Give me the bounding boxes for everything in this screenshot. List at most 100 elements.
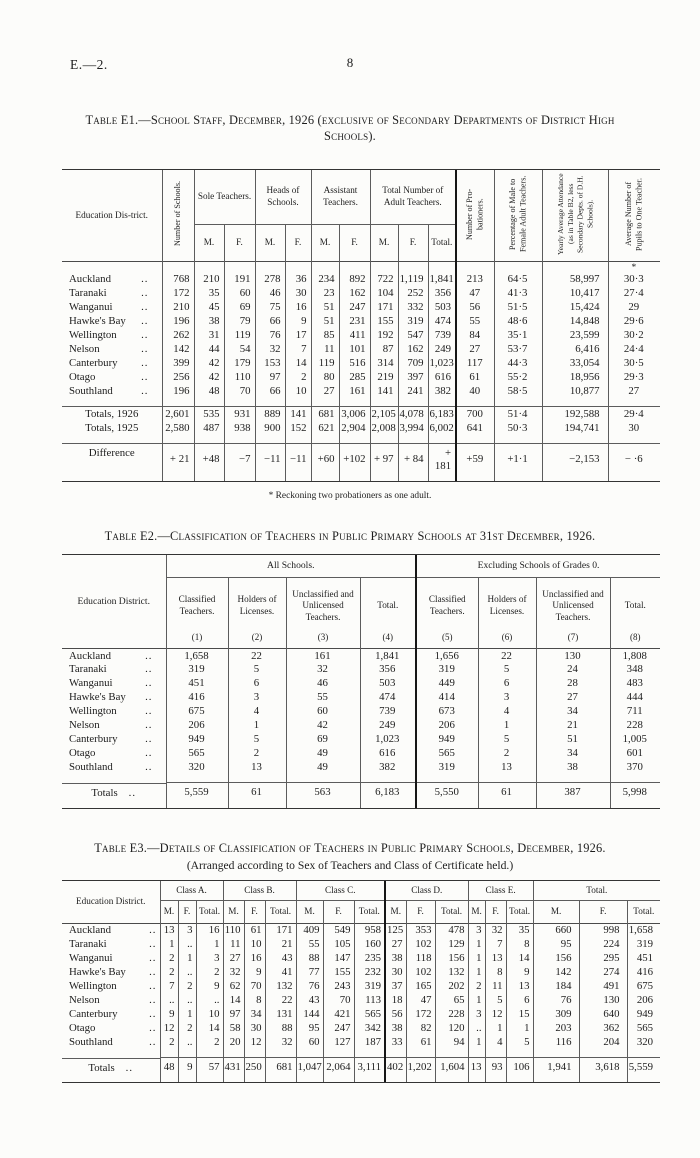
cell: 449: [415, 676, 479, 691]
col-group-total: Total.: [532, 880, 661, 901]
cell: 2,064: [322, 1057, 355, 1083]
cell: 12: [243, 1035, 266, 1058]
cell: 44: [193, 342, 224, 357]
cell: 278: [254, 272, 285, 287]
cell: 1,841: [427, 272, 458, 287]
cell: 24·4: [607, 342, 661, 357]
cell: [455, 261, 495, 273]
table-row: Southland.. 196 48 70 66 10 27 161 141 241 382 40 58…: [62, 384, 661, 407]
cell: 11: [310, 342, 340, 357]
cell: 196: [161, 314, 194, 329]
cell: 262: [161, 328, 194, 343]
cell: 51: [535, 732, 611, 747]
cell: 892: [338, 272, 371, 287]
cell: 1,023: [359, 732, 418, 747]
table-e3-body: Auckland.. 13 3 16 110 61 171 409 549 958 125 353 47…: [62, 923, 661, 1083]
row-label: Canterbury..: [62, 356, 162, 370]
cell: 2: [159, 951, 178, 966]
district-name: Taranaki: [69, 287, 107, 300]
cell: 402: [384, 1057, 407, 1083]
district-name: Otago: [69, 370, 96, 383]
cell: 43: [295, 993, 324, 1008]
col-header-number-of-schools: Number of Schools.: [161, 169, 194, 262]
col-header-c-total: Total.: [353, 900, 386, 924]
col-header-b-m: M.: [222, 900, 245, 924]
district-name: Hawke's Bay: [69, 691, 126, 704]
cell: 119: [223, 328, 255, 343]
cell: 58,997: [541, 272, 609, 287]
district-name: Auckland: [69, 924, 111, 937]
cell: 51·5: [493, 300, 543, 315]
cell: 3,111: [353, 1057, 387, 1083]
col-header-total-m: M.: [532, 900, 580, 924]
cell: 161: [285, 648, 360, 663]
table-e3-header: Education District. Class A. Class B. Cl…: [62, 880, 661, 924]
cell: 382: [427, 384, 458, 407]
leader-dots: ..: [149, 1022, 157, 1035]
cell: 3,994: [397, 421, 429, 444]
cell: 2,008: [369, 421, 399, 444]
cell: 62: [222, 979, 245, 994]
district-name: Canterbury: [69, 1008, 118, 1021]
cell: 1,604: [434, 1057, 469, 1083]
cell: 416: [626, 965, 661, 980]
cell: 34: [535, 746, 611, 761]
cell: [310, 261, 340, 273]
col-header-classified-5: Classified Teachers. (5): [415, 577, 479, 649]
row-label: Auckland..: [62, 649, 166, 663]
leader-dots: ..: [149, 952, 157, 965]
cell: 1: [467, 993, 486, 1008]
cell: 56: [384, 1007, 407, 1022]
cell: 16: [284, 300, 312, 315]
cell: 10,417: [541, 286, 609, 301]
cell: 53·7: [493, 342, 543, 357]
table-e3-title: Table E3.—Details of Classification of T…: [94, 840, 606, 855]
cell: [193, 261, 224, 273]
table-row: Nelson.. 206 1 42 249 206 1 21 228: [62, 718, 661, 733]
cell: *: [607, 261, 661, 273]
row-label: Taranaki..: [62, 287, 162, 301]
cell: 416: [165, 690, 228, 705]
leader-dots: ..: [149, 1036, 157, 1049]
col-group-assistant-teachers: Assistant Teachers.: [310, 169, 371, 225]
row-label: Canterbury..: [62, 733, 166, 747]
cell: 27: [384, 937, 407, 952]
cell: 247: [322, 1021, 355, 1036]
cell: 565: [165, 746, 228, 761]
cell: 42: [193, 370, 224, 385]
col-header-a-total: Total.: [195, 900, 224, 924]
cell: 949: [415, 732, 479, 747]
cell: 119: [310, 356, 340, 371]
cell: 516: [338, 356, 371, 371]
leader-dots: ..: [141, 287, 149, 300]
document-reference: E.—2.: [70, 57, 108, 72]
cell: 105: [322, 937, 355, 952]
cell: 34: [243, 1007, 266, 1022]
cell: 38: [535, 760, 611, 783]
cell: 2,105: [369, 405, 399, 422]
row-label: Wellington..: [62, 705, 166, 719]
cell: 549: [322, 923, 355, 938]
col-header-total-f: F.: [578, 900, 628, 924]
table-row: Auckland.. 13 3 16 110 61 171 409 549 958 125 353 47…: [62, 923, 661, 938]
cell: 33: [384, 1035, 407, 1058]
col-header-total-total: Total.: [427, 224, 457, 262]
col-header-yearly-average-attendance: Yearly Average Attendance (as in Table B…: [541, 169, 609, 262]
cell: 162: [397, 342, 429, 357]
leader-dots: ..: [145, 761, 153, 774]
cell: ..: [177, 1035, 196, 1058]
col-header-b-total: Total.: [264, 900, 297, 924]
cell: 141: [369, 384, 399, 407]
cell: 739: [359, 704, 418, 719]
cell: 46: [254, 286, 285, 301]
cell: 1: [227, 718, 286, 733]
table-row: Taranaki.. 319 5 32 356 319 5 24 348: [62, 662, 661, 677]
row-label: Totals, 1925: [62, 421, 162, 442]
cell: 1: [467, 951, 486, 966]
cell: 1: [177, 951, 196, 966]
cell: 44·3: [493, 356, 543, 371]
cell: 213: [455, 272, 495, 287]
cell: 40: [455, 384, 495, 407]
cell: 8: [243, 993, 266, 1008]
table-e3-wrap: Education District. Class A. Class B. Cl…: [62, 879, 661, 1084]
